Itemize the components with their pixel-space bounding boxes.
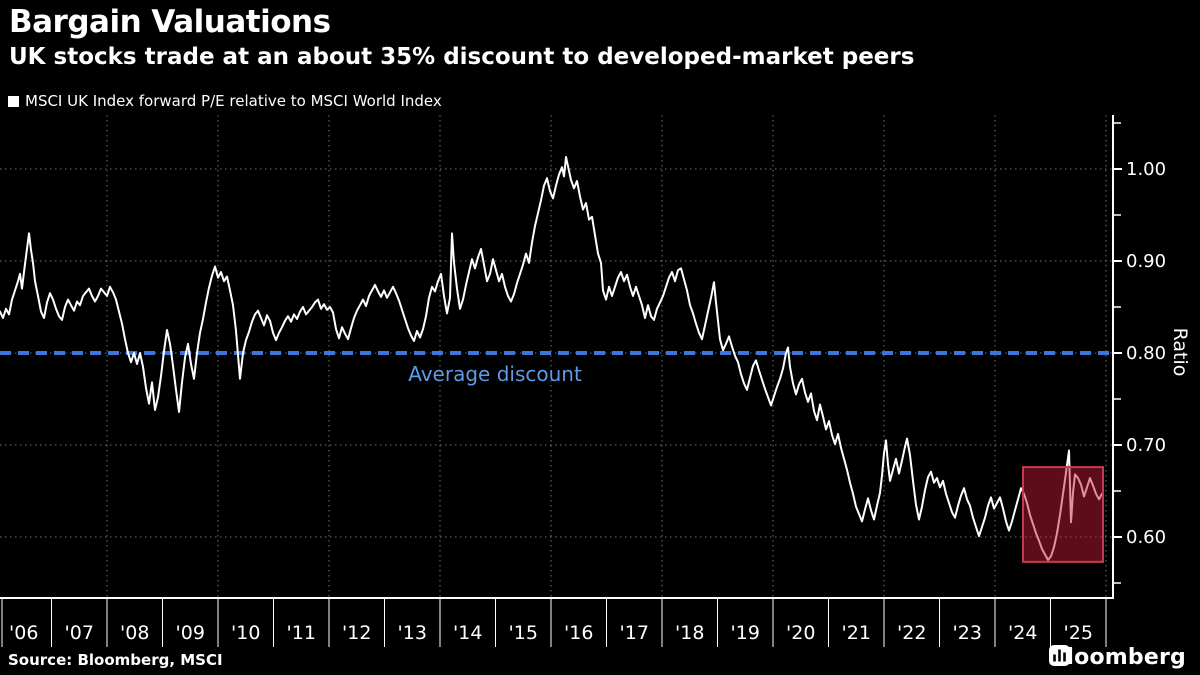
y-tick-label: 1.00 xyxy=(1126,159,1166,180)
x-year-label: '17 xyxy=(620,622,649,644)
page-title: Bargain Valuations xyxy=(9,4,331,40)
x-year-label: '22 xyxy=(897,622,926,644)
y-tick-label: 0.70 xyxy=(1126,435,1166,456)
chart-subtitle: UK stocks trade at an about 35% discount… xyxy=(9,44,915,70)
x-year-label: '16 xyxy=(564,622,593,644)
x-year-label: '13 xyxy=(398,622,427,644)
legend-label: MSCI UK Index forward P/E relative to MS… xyxy=(25,92,442,110)
x-year-label: '25 xyxy=(1064,622,1093,644)
source-credit: Source: Bloomberg, MSCI xyxy=(8,651,223,669)
x-year-label: '11 xyxy=(287,622,316,644)
x-year-label: '12 xyxy=(342,622,371,644)
bloomberg-wordmark: Bloomberg xyxy=(1049,645,1186,670)
x-year-label: '24 xyxy=(1008,622,1037,644)
x-year-label: '06 xyxy=(9,622,38,644)
x-year-label: '19 xyxy=(731,622,760,644)
average-discount-label: Average discount xyxy=(408,362,582,386)
x-year-label: '20 xyxy=(786,622,815,644)
legend-swatch-icon xyxy=(8,95,19,107)
x-year-label: '15 xyxy=(509,622,538,644)
y-tick-label: 0.60 xyxy=(1126,527,1166,548)
x-year-label: '09 xyxy=(176,622,205,644)
bloomberg-logo-icon xyxy=(1049,645,1071,666)
x-year-label: '08 xyxy=(120,622,149,644)
bloomberg-watermark: Bloomberg xyxy=(1049,645,1186,670)
series-line xyxy=(0,156,1103,561)
x-year-label: '18 xyxy=(675,622,704,644)
y-axis-title: Ratio xyxy=(1169,327,1191,377)
x-year-label: '14 xyxy=(453,622,482,644)
highlight-box xyxy=(1022,466,1104,563)
x-year-label: '23 xyxy=(953,622,982,644)
x-year-label: '21 xyxy=(842,622,871,644)
y-tick-label: 0.90 xyxy=(1126,251,1166,272)
x-year-label: '10 xyxy=(231,622,260,644)
y-tick-label: 0.80 xyxy=(1126,343,1166,364)
legend: MSCI UK Index forward P/E relative to MS… xyxy=(8,92,442,110)
x-year-label: '07 xyxy=(65,622,94,644)
